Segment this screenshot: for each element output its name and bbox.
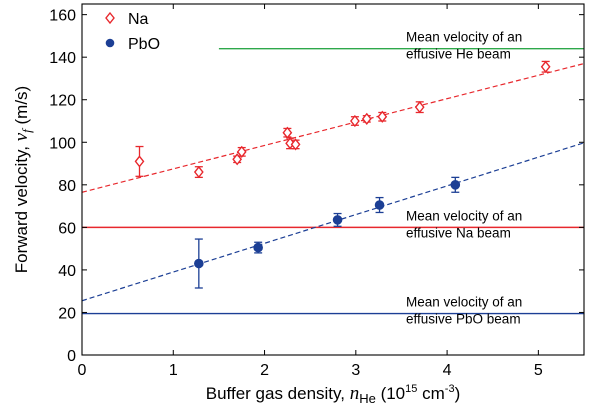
legend-label: PbO	[128, 36, 160, 53]
data-point-na	[361, 112, 372, 125]
reference-line-label: Mean velocity of an	[406, 295, 522, 310]
data-point-na	[193, 165, 204, 179]
legend-marker-pbo	[105, 38, 115, 48]
data-point-pbo	[194, 258, 204, 269]
data-point-pbo	[332, 215, 343, 225]
data-point-na	[282, 126, 293, 139]
plot-frame	[81, 3, 585, 356]
fit-line	[82, 62, 584, 193]
data-point-na	[236, 145, 247, 158]
y-tick-label: 120	[49, 93, 76, 110]
y-tick-label: 80	[58, 178, 76, 195]
y-axis-title: Forward velocity, vf (m/s)	[11, 86, 34, 273]
x-tick-label: 1	[169, 362, 178, 379]
y-tick-label: 140	[49, 50, 76, 67]
x-tick-label: 4	[443, 362, 452, 379]
x-tick-label: 5	[534, 362, 543, 379]
reference-line-label: effusive He beam	[406, 47, 511, 62]
data-point-na	[232, 153, 243, 166]
y-tick-label: 160	[49, 8, 76, 25]
x-tick-label: 2	[260, 362, 269, 379]
y-tick-label: 60	[58, 220, 76, 237]
data-point-pbo	[450, 180, 461, 190]
data-point-na	[350, 114, 360, 128]
y-tick-label: 0	[67, 348, 76, 365]
x-tick-label: 3	[351, 362, 360, 379]
y-tick-label: 20	[58, 305, 76, 322]
data-point-na	[290, 138, 301, 151]
legend-label: Na	[128, 11, 149, 28]
plot-area: Mean velocity of an effusive He beam Mean …	[11, 3, 585, 406]
data-point-pbo	[374, 200, 385, 210]
y-tick-label: 100	[49, 135, 76, 152]
data-point-pbo	[253, 242, 263, 253]
data-point-na	[414, 101, 425, 114]
reference-line-label: Mean velocity of an	[406, 208, 522, 223]
x-tick-label: 0	[78, 362, 87, 379]
data-point-na	[377, 110, 388, 123]
reference-line-label: Mean velocity of an	[406, 30, 522, 45]
reference-line-label: effusive PbO beam	[406, 312, 521, 327]
data-point-na	[540, 60, 551, 73]
legend-marker-na	[105, 11, 115, 25]
reference-line-label: effusive Na beam	[406, 225, 511, 240]
x-axis-title: Buffer gas density, nHe (1015 cm-3)	[206, 383, 460, 406]
legend: Na PbO	[105, 11, 160, 53]
data-point-na	[134, 155, 145, 168]
y-tick-label: 40	[58, 263, 76, 280]
